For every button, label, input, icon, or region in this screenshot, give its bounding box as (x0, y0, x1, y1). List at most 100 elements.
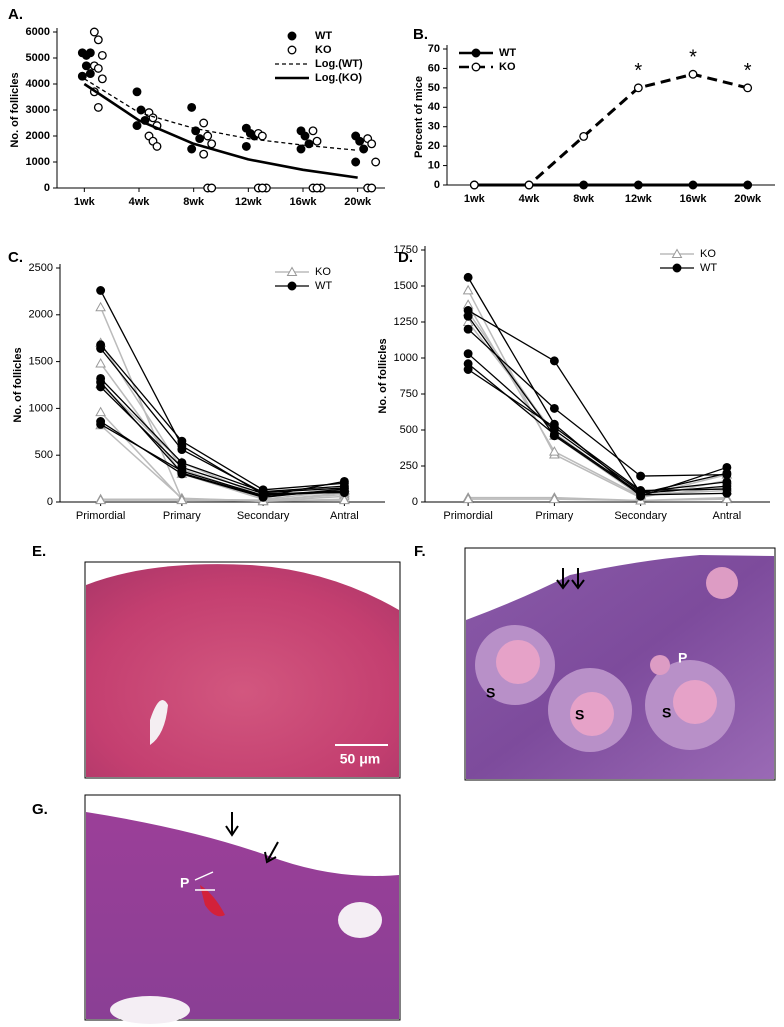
series-line (467, 289, 728, 499)
image-annotation: P (180, 875, 189, 891)
image-annotation: S (575, 707, 584, 723)
x-tick-label: Primordial (76, 510, 126, 522)
series-line (467, 328, 727, 477)
marker (549, 431, 559, 441)
series-line (100, 348, 345, 494)
legend-marker (287, 31, 297, 41)
series-line (467, 368, 727, 492)
x-tick-label: 12wk (235, 196, 263, 208)
y-tick-label: 40 (428, 101, 440, 113)
marker (195, 134, 205, 144)
marker (199, 118, 209, 128)
y-axis-label: No. of follicles (12, 347, 24, 422)
marker (549, 356, 559, 366)
oocyte (650, 655, 670, 675)
oocyte (673, 680, 717, 724)
y-tick-label: 1500 (29, 356, 53, 368)
marker (207, 183, 217, 193)
legend-marker (471, 48, 481, 58)
vessel (338, 902, 382, 938)
x-tick-label: Antral (330, 510, 359, 522)
legend-marker (672, 263, 682, 273)
marker (463, 324, 473, 334)
marker (636, 471, 646, 481)
x-tick-label: 4wk (519, 193, 541, 205)
marker (81, 61, 91, 71)
marker (549, 446, 560, 456)
x-tick-label: Secondary (237, 510, 290, 522)
x-tick-label: 20wk (344, 196, 372, 208)
oocyte (496, 640, 540, 684)
panel-label: B. (413, 26, 428, 43)
series-line (100, 499, 345, 502)
oocyte (706, 567, 738, 599)
marker (96, 382, 106, 392)
marker (97, 50, 107, 60)
arrows (556, 568, 585, 590)
micrograph-g: P (84, 794, 401, 1024)
marker (96, 344, 106, 353)
y-tick-label: 1000 (29, 402, 53, 414)
marker (721, 493, 733, 504)
x-tick-label: 1wk (464, 193, 486, 205)
marker (132, 121, 142, 131)
marker (549, 403, 559, 413)
marker (97, 74, 107, 84)
series-line (468, 498, 727, 502)
y-tick-label: 70 (428, 43, 440, 55)
legend-label: KO (499, 61, 516, 73)
y-tick-label: 6000 (26, 26, 50, 38)
marker (339, 487, 349, 497)
marker (95, 494, 106, 505)
marker (95, 357, 106, 368)
y-axis-label: No. of follicles (377, 338, 389, 413)
series-line (83, 78, 358, 151)
y-tick-label: 50 (428, 82, 440, 94)
x-tick-label: 12wk (625, 193, 653, 205)
blood (200, 885, 225, 917)
y-tick-label: 0 (434, 179, 440, 191)
marker (579, 131, 589, 141)
arrows (225, 812, 279, 864)
legend-label: WT (315, 30, 332, 42)
y-tick-label: 1000 (394, 352, 418, 364)
micrograph-f: S S S P (464, 547, 776, 781)
y-tick-label: 2000 (29, 309, 53, 321)
series-line (83, 82, 358, 179)
oocyte (570, 692, 614, 736)
marker (524, 180, 534, 190)
arrows (194, 871, 215, 891)
y-tick-label: 1000 (26, 156, 50, 168)
marker (688, 69, 698, 79)
data-label: * (744, 60, 752, 82)
marker (743, 83, 753, 93)
series-line (99, 307, 345, 502)
marker (148, 113, 158, 123)
legend-marker (286, 266, 298, 276)
legend-label: WT (315, 280, 332, 292)
marker (308, 126, 318, 136)
panel-label: C. (8, 249, 23, 266)
marker (355, 136, 365, 146)
marker (191, 126, 201, 136)
marker (96, 286, 106, 295)
y-tick-label: 60 (428, 62, 440, 74)
y-tick-label: 1750 (394, 244, 418, 256)
marker (93, 102, 103, 112)
marker (176, 494, 188, 505)
marker (359, 144, 369, 154)
marker (339, 494, 350, 505)
marker (89, 27, 99, 37)
series-line (467, 311, 727, 497)
marker (462, 284, 474, 295)
marker (203, 131, 213, 141)
marker (549, 493, 560, 504)
y-tick-label: 20 (428, 140, 440, 152)
y-tick-label: 1250 (394, 316, 418, 328)
marker (177, 445, 187, 455)
x-tick-label: 20wk (734, 193, 762, 205)
legend-label: KO (700, 248, 716, 260)
marker (633, 83, 643, 93)
marker (722, 488, 732, 498)
y-tick-label: 5000 (26, 52, 50, 64)
